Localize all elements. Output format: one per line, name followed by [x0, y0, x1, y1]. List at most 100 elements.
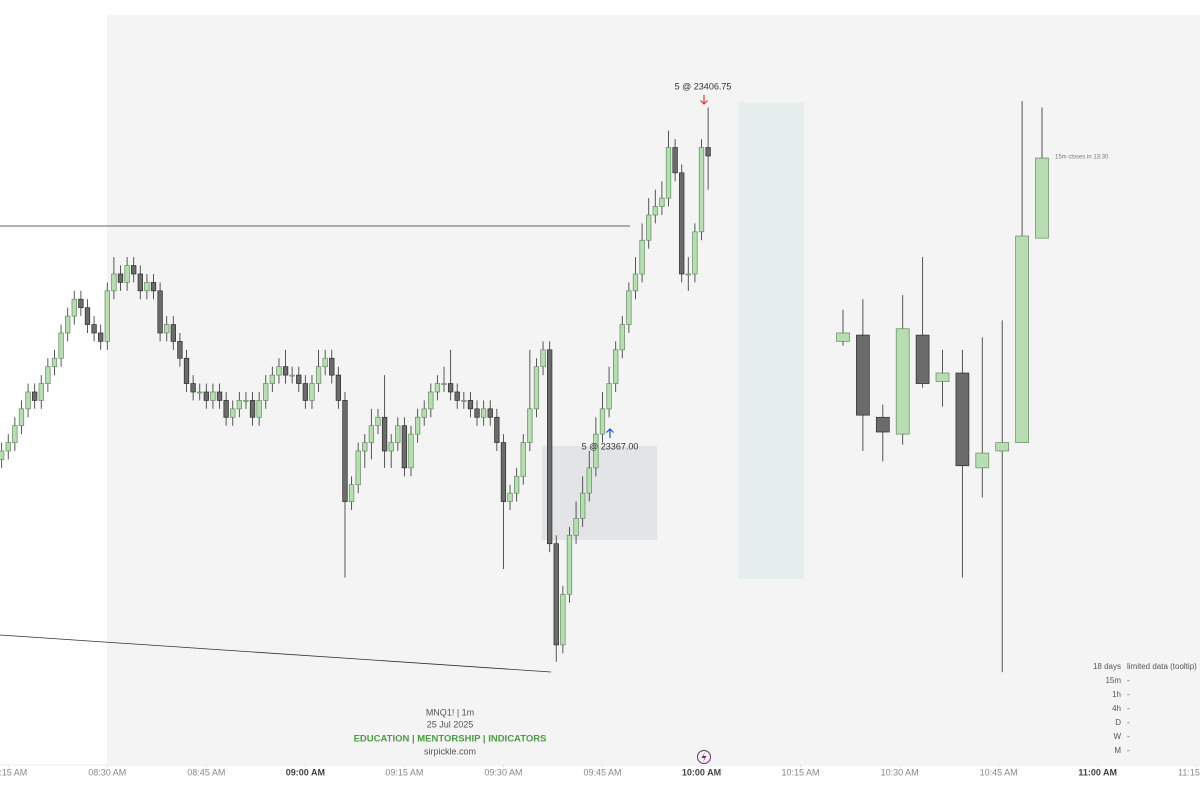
candle-body — [282, 366, 289, 376]
candle-body — [454, 391, 460, 401]
info-value: - — [1127, 732, 1130, 741]
zone-box — [542, 446, 657, 540]
zone-box — [738, 102, 804, 579]
x-tick-label: 08:45 AM — [187, 767, 225, 777]
watermark-tagline: EDUCATION | MENTORSHIP | INDICATORS — [354, 734, 547, 745]
x-tick-label: 08:15 AM — [0, 767, 27, 777]
candle-body — [401, 425, 408, 469]
candle-body — [375, 416, 381, 427]
candle-body — [104, 290, 110, 342]
candle-body — [659, 197, 665, 207]
candle-body — [5, 442, 11, 452]
candle-body — [639, 239, 645, 275]
candle-body — [613, 349, 619, 384]
info-label: W — [1113, 732, 1121, 741]
candle-body — [45, 366, 51, 384]
candle-body — [547, 349, 553, 545]
candle-body — [487, 408, 493, 418]
candle-body — [150, 282, 157, 292]
x-tick-label: 11:15 AM — [1178, 767, 1200, 777]
candle-body — [269, 374, 276, 384]
candle-body — [995, 442, 1010, 452]
session-shade — [107, 15, 1200, 765]
candle-body — [368, 425, 375, 443]
x-tick-label: 09:00 AM — [286, 767, 325, 777]
candle-body — [895, 328, 910, 435]
candle-body — [296, 374, 302, 384]
candle-body — [975, 452, 990, 469]
candle-body — [177, 341, 183, 359]
candle-body — [84, 307, 91, 325]
candle-body — [263, 383, 269, 401]
x-tick-label: 10:15 AM — [782, 767, 820, 777]
candle-body — [467, 400, 474, 410]
candle-body — [685, 273, 691, 276]
candle-body — [315, 366, 322, 384]
candle-body — [586, 467, 592, 494]
candle-body — [520, 442, 526, 477]
candle-body — [302, 383, 309, 401]
candle-body — [210, 391, 216, 401]
candle-body — [408, 433, 414, 469]
candle-body — [474, 408, 480, 418]
candle-body — [71, 298, 77, 317]
candle-body — [256, 400, 262, 418]
candle-body — [98, 332, 104, 342]
candle-body — [428, 391, 434, 410]
candle-body — [856, 334, 870, 416]
x-tick-label: 10:00 AM — [682, 767, 721, 777]
candles — [0, 101, 1049, 673]
candle-body — [1035, 157, 1049, 239]
x-tick-label: 10:45 AM — [980, 767, 1018, 777]
candle-body — [38, 383, 44, 401]
candle-body — [935, 372, 950, 382]
candle-body — [626, 290, 632, 325]
candle-body — [414, 416, 421, 435]
candle-body — [170, 324, 176, 342]
candle-body — [342, 400, 348, 502]
candle-body — [619, 324, 625, 351]
candle-body — [513, 475, 520, 494]
info-label: 15m — [1105, 676, 1121, 685]
candle-body — [955, 372, 970, 467]
candle-body — [573, 518, 579, 536]
x-tick-label: 10:30 AM — [881, 767, 919, 777]
candle-body — [434, 383, 441, 393]
candle-body — [157, 290, 163, 334]
candle-body — [203, 391, 209, 401]
candle-body — [32, 391, 38, 401]
candle-body — [25, 391, 31, 410]
candle-body — [599, 408, 606, 435]
candle-body — [335, 374, 342, 401]
candle-body — [705, 147, 711, 157]
candle-body — [447, 383, 454, 393]
x-tick-label: 09:45 AM — [583, 767, 621, 777]
info-table: 18 days limited data (tooltip)15m -1h -4h -D… — [1093, 662, 1197, 755]
annotation: 15m closes in 13:30 — [1055, 155, 1109, 161]
candle-body — [553, 543, 559, 646]
candle-body — [632, 273, 639, 292]
info-value: - — [1127, 746, 1130, 755]
candle-body — [500, 442, 507, 502]
trend-line — [0, 634, 552, 673]
candle-body — [164, 324, 170, 334]
candle-body — [566, 534, 573, 595]
buy-arrow — [606, 428, 614, 438]
candle-body — [12, 425, 18, 443]
info-value: - — [1127, 690, 1130, 699]
candle-body — [652, 206, 658, 216]
candle-body — [124, 265, 130, 283]
watermark-symbol: MNQ1! | 1m — [426, 707, 474, 717]
candle-body — [875, 416, 890, 433]
candle-body — [51, 357, 58, 368]
candle-body — [236, 400, 242, 410]
candle-body — [395, 425, 401, 443]
candle-body — [18, 408, 25, 427]
candle-body — [144, 282, 150, 292]
annotation: 5 @ 23406.75 — [675, 81, 732, 91]
candle-body — [58, 332, 64, 359]
candle-body — [137, 273, 143, 292]
candle-body — [348, 484, 355, 502]
candle-body — [646, 214, 652, 241]
